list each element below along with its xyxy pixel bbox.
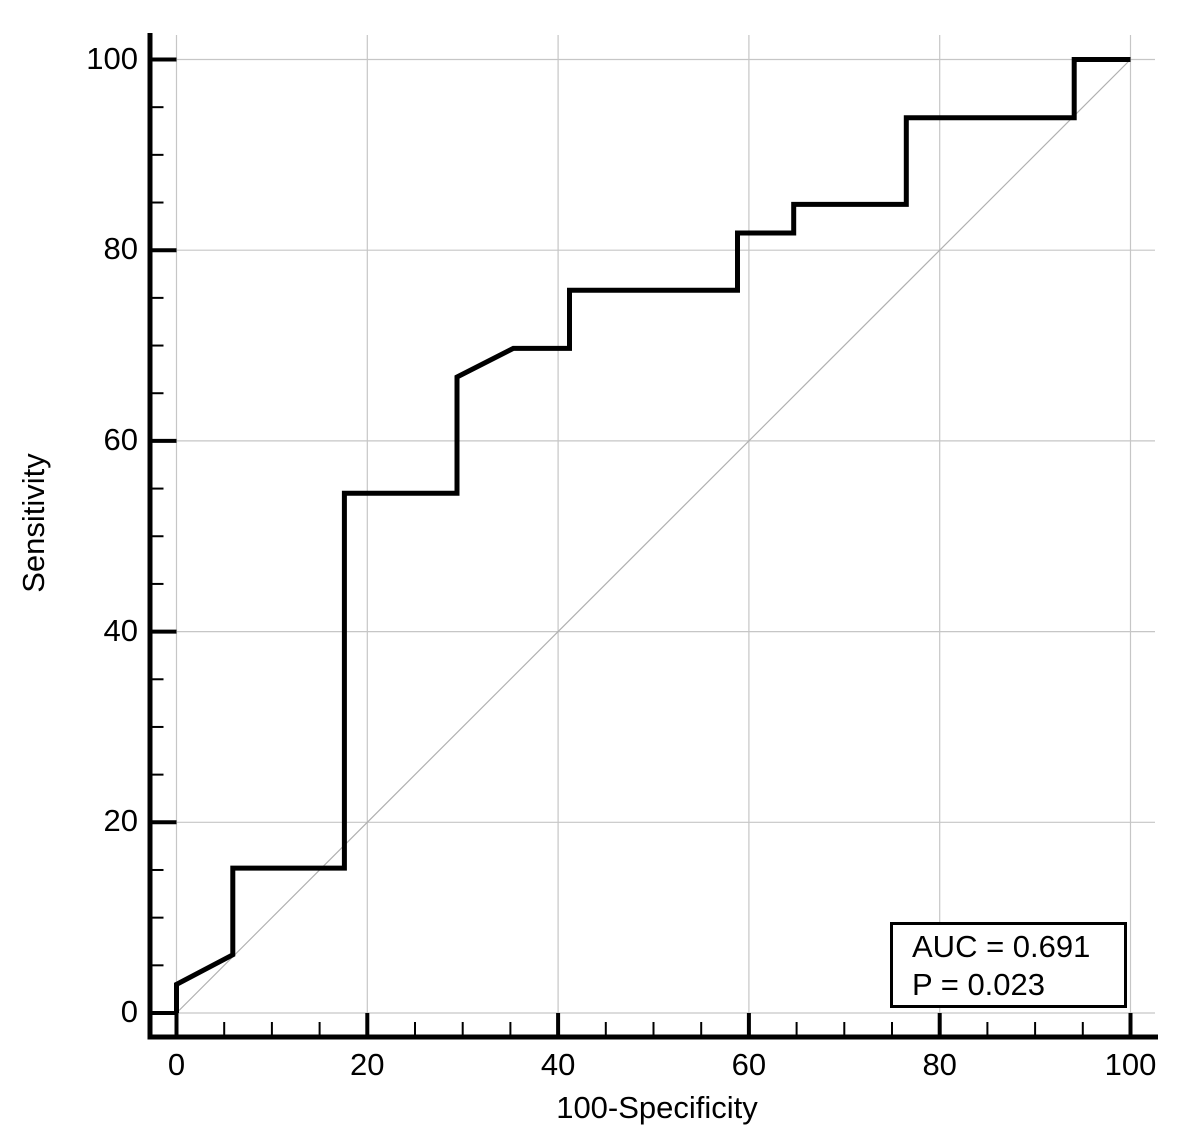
roc-curve-line xyxy=(174,57,1131,1013)
diagonal-reference-line xyxy=(176,59,1131,1014)
grid-lines xyxy=(175,35,1155,1014)
axis-ticks xyxy=(152,57,1133,1035)
